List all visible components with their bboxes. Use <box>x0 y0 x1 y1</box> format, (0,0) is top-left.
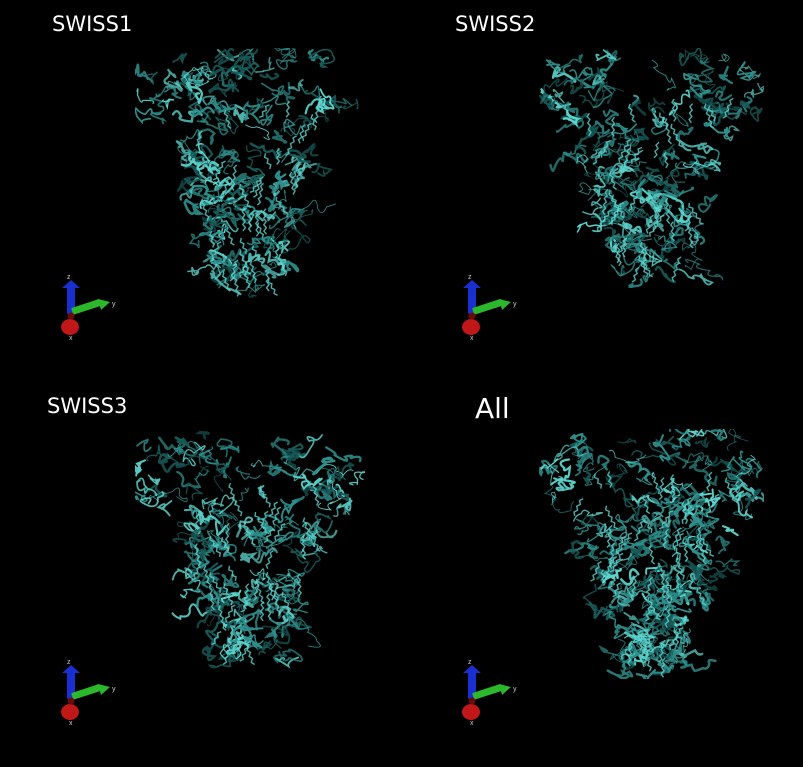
x-axis-ball <box>462 319 480 335</box>
x-axis-ball <box>462 704 480 720</box>
z-axis-label: z <box>67 659 71 666</box>
y-axis-label: y <box>112 301 116 308</box>
z-axis-label: z <box>468 274 472 281</box>
structure-panel-swiss3: SWISS3 z y x <box>0 383 401 767</box>
z-axis-label: z <box>468 659 472 666</box>
structure-panel-all: All z y x <box>401 383 803 767</box>
z-axis-arrowhead <box>62 280 80 288</box>
panel-title: SWISS1 <box>52 12 133 36</box>
axis-gizmo: z y x <box>61 274 116 342</box>
z-axis-arrowhead <box>463 280 481 288</box>
x-axis-label: x <box>69 335 73 342</box>
x-axis-ball <box>61 704 79 720</box>
protein-structure-render <box>135 48 359 298</box>
y-axis-label: y <box>513 301 517 308</box>
axis-origin <box>468 697 476 705</box>
y-axis-shaft <box>71 684 102 700</box>
z-axis-shaft <box>468 669 476 699</box>
z-axis-shaft <box>67 669 75 699</box>
protein-structure-render <box>539 429 764 679</box>
z-axis-shaft <box>67 284 75 314</box>
structure-panel-swiss1: SWISS1 z y x <box>0 0 401 383</box>
panel-title: All <box>475 392 510 425</box>
axis-origin <box>468 312 476 320</box>
axis-gizmo: z y x <box>61 659 116 727</box>
y-axis-shaft <box>472 299 503 315</box>
panel-title: SWISS2 <box>455 12 536 36</box>
axis-origin <box>67 312 75 320</box>
x-axis-ball <box>61 319 79 335</box>
z-axis-arrowhead <box>463 665 481 673</box>
structure-panel-swiss2: SWISS2 z y x <box>401 0 803 383</box>
panel-title: SWISS3 <box>47 394 128 418</box>
axis-gizmo: z y x <box>462 659 517 727</box>
y-axis-arrowhead <box>499 684 511 695</box>
y-axis-arrowhead <box>98 684 110 695</box>
x-axis-label: x <box>470 720 474 727</box>
z-axis-shaft <box>468 284 476 314</box>
z-axis-arrowhead <box>62 665 80 673</box>
axis-gizmo: z y x <box>462 274 517 342</box>
y-axis-label: y <box>513 686 517 693</box>
axis-origin <box>67 697 75 705</box>
y-axis-shaft <box>71 299 102 315</box>
y-axis-arrowhead <box>98 299 110 310</box>
y-axis-label: y <box>112 686 116 693</box>
protein-structure-render <box>539 48 764 288</box>
z-axis-label: z <box>67 274 71 281</box>
y-axis-arrowhead <box>499 299 511 310</box>
y-axis-shaft <box>472 684 503 700</box>
x-axis-label: x <box>69 720 73 727</box>
x-axis-label: x <box>470 335 474 342</box>
protein-structure-render <box>135 431 365 669</box>
